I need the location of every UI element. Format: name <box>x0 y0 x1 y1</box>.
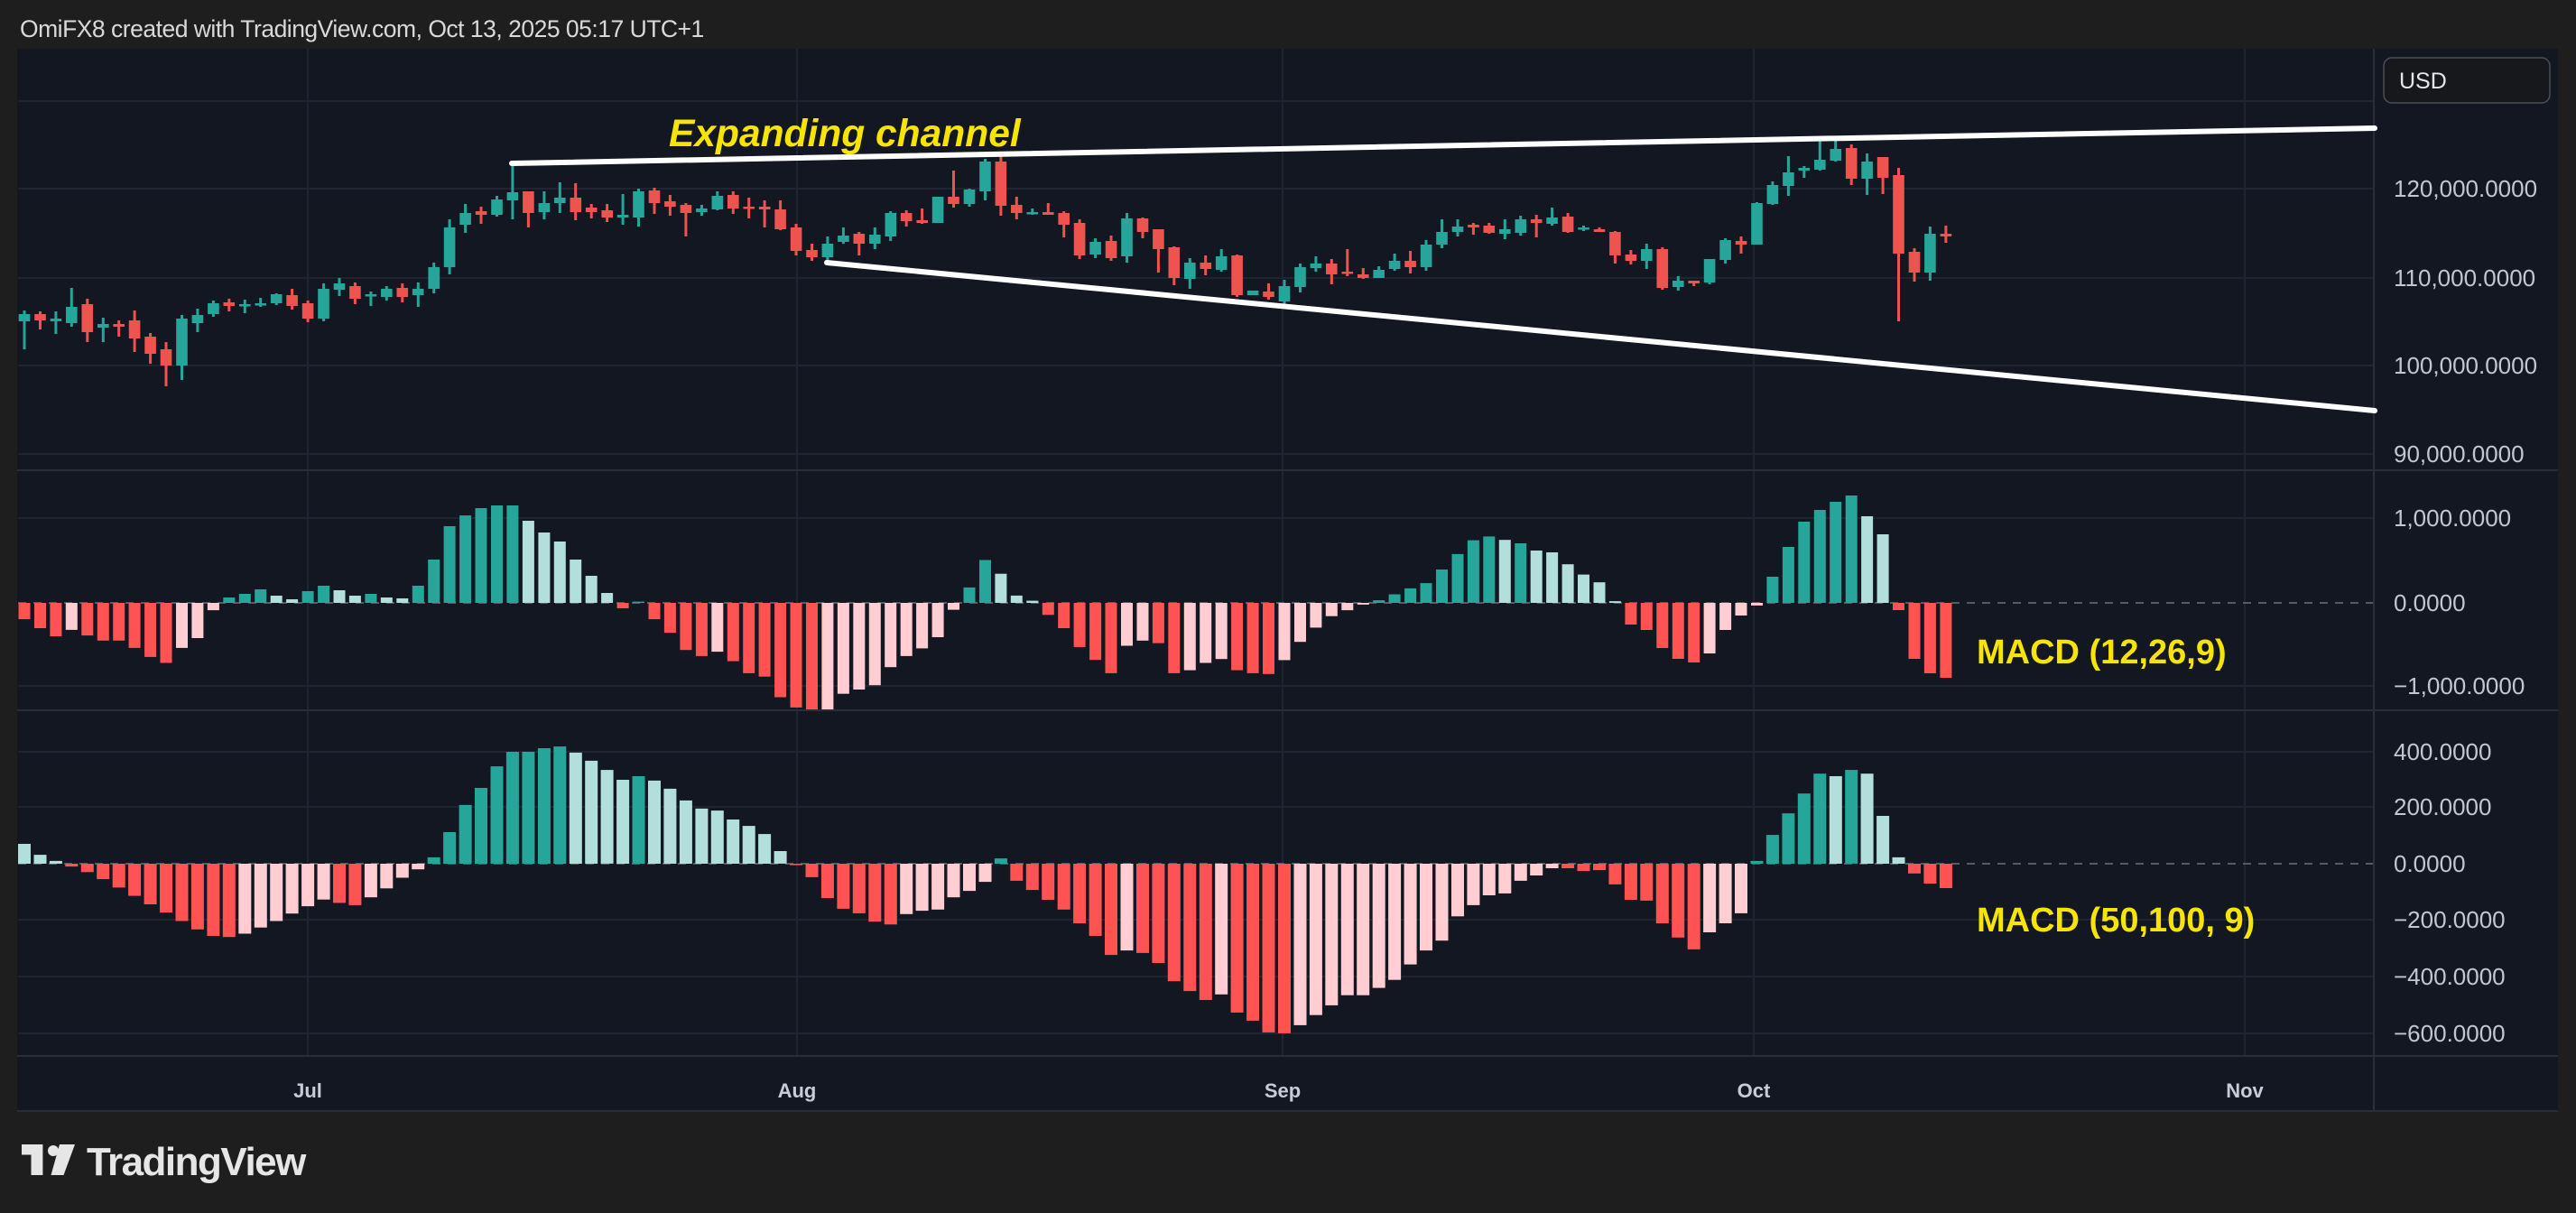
svg-text:110,000.0000: 110,000.0000 <box>2394 264 2535 292</box>
svg-text:−400.0000: −400.0000 <box>2394 963 2506 990</box>
svg-text:Aug: Aug <box>778 1079 817 1102</box>
svg-text:Nov: Nov <box>2226 1079 2264 1102</box>
svg-text:400.0000: 400.0000 <box>2394 738 2491 765</box>
svg-text:OmiFX8 created with TradingVie: OmiFX8 created with TradingView.com, Oct… <box>20 15 704 42</box>
svg-text:Jul: Jul <box>293 1079 322 1102</box>
svg-text:TradingView: TradingView <box>87 1140 307 1184</box>
svg-text:100,000.0000: 100,000.0000 <box>2394 352 2537 379</box>
svg-text:Expanding channel: Expanding channel <box>669 113 1022 155</box>
svg-text:Sep: Sep <box>1265 1079 1301 1102</box>
svg-text:MACD (12,26,9): MACD (12,26,9) <box>1977 634 2227 671</box>
svg-text:MACD (50,100, 9): MACD (50,100, 9) <box>1977 902 2255 940</box>
svg-text:−200.0000: −200.0000 <box>2394 906 2506 933</box>
svg-text:120,000.0000: 120,000.0000 <box>2394 175 2537 202</box>
svg-text:90,000.0000: 90,000.0000 <box>2394 440 2525 468</box>
svg-text:Oct: Oct <box>1737 1079 1771 1102</box>
svg-text:USD: USD <box>2399 69 2447 94</box>
svg-text:−600.0000: −600.0000 <box>2394 1020 2506 1047</box>
svg-text:0.0000: 0.0000 <box>2394 589 2466 616</box>
svg-text:200.0000: 200.0000 <box>2394 793 2491 820</box>
svg-text:0.0000: 0.0000 <box>2394 850 2466 877</box>
svg-text:−1,000.0000: −1,000.0000 <box>2394 672 2525 699</box>
svg-text:1,000.0000: 1,000.0000 <box>2394 505 2511 532</box>
